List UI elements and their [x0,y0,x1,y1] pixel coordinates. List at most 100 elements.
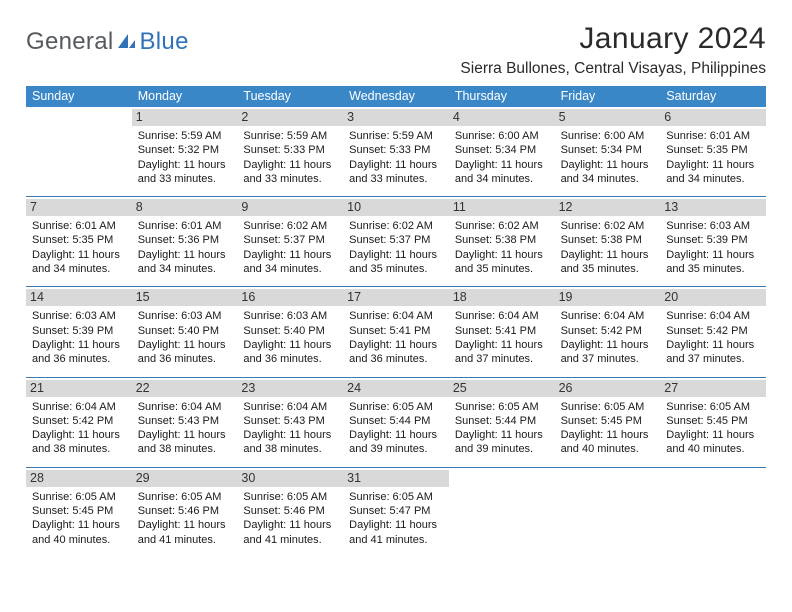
day-details: Sunrise: 6:03 AMSunset: 5:39 PMDaylight:… [32,309,126,366]
weekday-header: Saturday [660,86,766,107]
day-details: Sunrise: 6:02 AMSunset: 5:37 PMDaylight:… [349,219,443,276]
day-cell: 5Sunrise: 6:00 AMSunset: 5:34 PMDaylight… [555,107,661,196]
weekday-header: Friday [555,86,661,107]
day-number: 1 [132,109,238,126]
day-cell: 2Sunrise: 5:59 AMSunset: 5:33 PMDaylight… [237,107,343,196]
day-details: Sunrise: 5:59 AMSunset: 5:32 PMDaylight:… [138,129,232,186]
sunrise-line: Sunrise: 6:03 AM [32,309,126,323]
sunset-line: Sunset: 5:34 PM [561,143,655,157]
day-number: 16 [237,289,343,306]
sunset-line: Sunset: 5:37 PM [349,233,443,247]
day-cell: 13Sunrise: 6:03 AMSunset: 5:39 PMDayligh… [660,197,766,286]
day-details: Sunrise: 6:04 AMSunset: 5:42 PMDaylight:… [561,309,655,366]
day-details: Sunrise: 6:02 AMSunset: 5:37 PMDaylight:… [243,219,337,276]
calendar-page: General Blue January 2024 Sierra Bullone… [0,0,792,567]
sunset-line: Sunset: 5:47 PM [349,504,443,518]
sunset-line: Sunset: 5:39 PM [32,324,126,338]
day-details: Sunrise: 6:05 AMSunset: 5:45 PMDaylight:… [666,400,760,457]
daylight-line: Daylight: 11 hours and 37 minutes. [561,338,655,367]
day-number: 17 [343,289,449,306]
day-cell: 19Sunrise: 6:04 AMSunset: 5:42 PMDayligh… [555,287,661,376]
week-row: 14Sunrise: 6:03 AMSunset: 5:39 PMDayligh… [26,287,766,377]
day-number: 13 [660,199,766,216]
daylight-line: Daylight: 11 hours and 37 minutes. [666,338,760,367]
daylight-line: Daylight: 11 hours and 35 minutes. [561,248,655,277]
daylight-line: Daylight: 11 hours and 36 minutes. [243,338,337,367]
daylight-line: Daylight: 11 hours and 36 minutes. [349,338,443,367]
day-cell: 3 Sunrise: 5:59 AMSunset: 5:33 PMDaylight… [343,107,449,196]
sunrise-line: Sunrise: 6:02 AM [561,219,655,233]
sunrise-line: Sunrise: 6:05 AM [349,400,443,414]
sunset-line: Sunset: 5:32 PM [138,143,232,157]
sunset-line: Sunset: 5:46 PM [243,504,337,518]
sunset-line: Sunset: 5:45 PM [561,414,655,428]
weekday-header: Thursday [449,86,555,107]
day-number: 6 [660,109,766,126]
day-details: Sunrise: 5:59 AMSunset: 5:33 PMDaylight:… [243,129,337,186]
sunset-line: Sunset: 5:44 PM [349,414,443,428]
sunset-line: Sunset: 5:34 PM [455,143,549,157]
sunrise-line: Sunrise: 6:03 AM [138,309,232,323]
sunrise-line: Sunrise: 6:01 AM [666,129,760,143]
day-cell: 18 Sunrise: 6:04 AMSunset: 5:41 PMDayligh… [449,287,555,376]
sunset-line: Sunset: 5:44 PM [455,414,549,428]
day-details: Sunrise: 6:05 AMSunset: 5:45 PMDaylight:… [32,490,126,547]
sunset-line: Sunset: 5:36 PM [138,233,232,247]
daylight-line: Daylight: 11 hours and 34 minutes. [32,248,126,277]
sunrise-line: Sunrise: 6:04 AM [243,400,337,414]
day-cell: 12Sunrise: 6:02 AMSunset: 5:38 PMDayligh… [555,197,661,286]
day-cell: 26Sunrise: 6:05 AMSunset: 5:45 PMDayligh… [555,378,661,467]
day-number: 28 [26,470,132,487]
sunset-line: Sunset: 5:33 PM [349,143,443,157]
daylight-line: Daylight: 11 hours and 40 minutes. [32,518,126,547]
daylight-line: Daylight: 11 hours and 40 minutes. [561,428,655,457]
sunrise-line: Sunrise: 6:00 AM [561,129,655,143]
sunset-line: Sunset: 5:33 PM [243,143,337,157]
day-number: 8 [132,199,238,216]
sunrise-line: Sunrise: 5:59 AM [349,129,443,143]
sunrise-line: Sunrise: 6:04 AM [32,400,126,414]
weekday-header: Wednesday [343,86,449,107]
sunrise-line: Sunrise: 6:05 AM [349,490,443,504]
day-details: Sunrise: 6:02 AMSunset: 5:38 PMDaylight:… [561,219,655,276]
day-cell: 23Sunrise: 6:04 AMSunset: 5:43 PMDayligh… [237,378,343,467]
sunrise-line: Sunrise: 5:59 AM [138,129,232,143]
day-details: Sunrise: 6:05 AMSunset: 5:46 PMDaylight:… [138,490,232,547]
logo-text-general: General [26,28,113,56]
sunrise-line: Sunrise: 6:05 AM [666,400,760,414]
day-number: 31 [343,470,449,487]
day-details: Sunrise: 6:04 AMSunset: 5:41 PMDaylight:… [455,309,549,366]
sunset-line: Sunset: 5:38 PM [561,233,655,247]
sunset-line: Sunset: 5:45 PM [32,504,126,518]
daylight-line: Daylight: 11 hours and 34 minutes. [243,248,337,277]
day-cell-empty [26,107,132,196]
day-cell: 30Sunrise: 6:05 AMSunset: 5:46 PMDayligh… [237,468,343,557]
day-cell: 15Sunrise: 6:03 AMSunset: 5:40 PMDayligh… [132,287,238,376]
day-details: Sunrise: 6:01 AMSunset: 5:35 PMDaylight:… [666,129,760,186]
day-details: Sunrise: 5:59 AMSunset: 5:33 PMDaylight:… [349,129,443,186]
day-cell: 20Sunrise: 6:04 AMSunset: 5:42 PMDayligh… [660,287,766,376]
day-cell: 10Sunrise: 6:02 AMSunset: 5:37 PMDayligh… [343,197,449,286]
week-row: 1 Sunrise: 5:59 AMSunset: 5:32 PMDaylight… [26,107,766,197]
day-cell: 24Sunrise: 6:05 AMSunset: 5:44 PMDayligh… [343,378,449,467]
day-cell: 7Sunrise: 6:01 AMSunset: 5:35 PMDaylight… [26,197,132,286]
sunset-line: Sunset: 5:42 PM [561,324,655,338]
location-subtitle: Sierra Bullones, Central Visayas, Philip… [460,60,766,78]
sunset-line: Sunset: 5:40 PM [138,324,232,338]
day-details: Sunrise: 6:04 AMSunset: 5:42 PMDaylight:… [666,309,760,366]
sunrise-line: Sunrise: 6:03 AM [666,219,760,233]
day-number: 26 [555,380,661,397]
day-details: Sunrise: 6:03 AMSunset: 5:40 PMDaylight:… [138,309,232,366]
daylight-line: Daylight: 11 hours and 41 minutes. [349,518,443,547]
daylight-line: Daylight: 11 hours and 36 minutes. [138,338,232,367]
day-cell: 1 Sunrise: 5:59 AMSunset: 5:32 PMDaylight… [132,107,238,196]
sunset-line: Sunset: 5:43 PM [138,414,232,428]
day-number: 3 [343,109,449,126]
day-cell: 14Sunrise: 6:03 AMSunset: 5:39 PMDayligh… [26,287,132,376]
day-details: Sunrise: 6:03 AMSunset: 5:40 PMDaylight:… [243,309,337,366]
day-details: Sunrise: 6:04 AMSunset: 5:41 PMDaylight:… [349,309,443,366]
sunrise-line: Sunrise: 6:04 AM [349,309,443,323]
day-number: 11 [449,199,555,216]
day-number: 18 [449,289,555,306]
day-cell-empty [449,468,555,557]
